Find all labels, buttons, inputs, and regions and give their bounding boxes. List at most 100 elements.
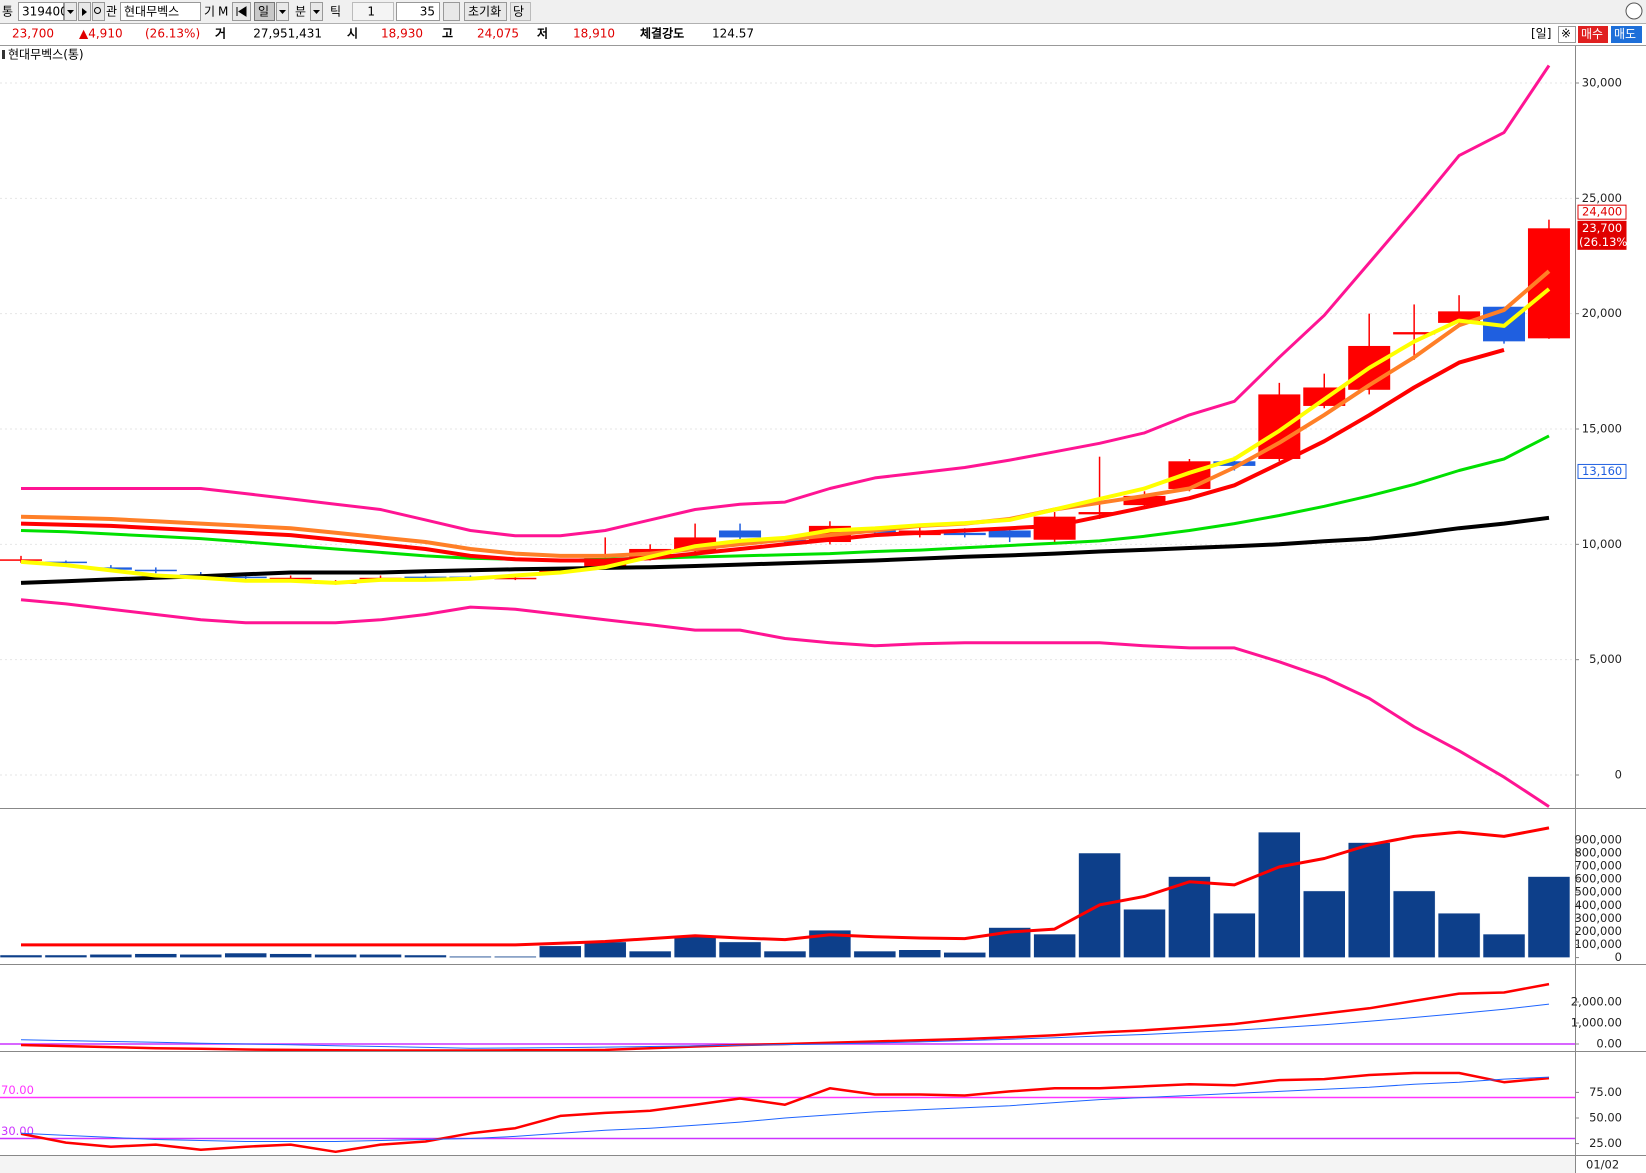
candle-body: [1213, 461, 1256, 466]
dropdown-arrow: [279, 10, 286, 14]
volume-bar: [943, 952, 986, 958]
collapse-button[interactable]: [1625, 2, 1643, 20]
y-tick-label: 75.00: [1589, 1085, 1622, 1099]
price-tag-label: 24,400: [1582, 205, 1622, 219]
indicator-line: [20, 347, 1505, 563]
sell-label[interactable]: 매도: [1614, 27, 1636, 41]
candle-body: [584, 558, 627, 568]
volume-bar: [404, 954, 447, 958]
y-tick-label: 2,000.00: [1571, 994, 1622, 1008]
y-tick-label: 0: [1615, 768, 1622, 782]
volume-bar: [718, 941, 762, 958]
volume-bar: [269, 953, 312, 958]
candle-body: [134, 569, 177, 572]
date-cursor: 01/02: [1586, 1158, 1619, 1172]
buy-label[interactable]: 매수: [1581, 27, 1603, 41]
y-tick-label: 15,000: [1582, 421, 1622, 435]
volume-bar: [1392, 890, 1436, 958]
indicator-line: [21, 826, 1550, 947]
quote-bar: [0, 24, 1646, 45]
candle-body: [1123, 495, 1166, 506]
y-tick-label: 0.00: [1596, 1036, 1622, 1050]
reset-label[interactable]: 초기화: [468, 5, 501, 19]
volume-bar: [0, 954, 43, 958]
current-button[interactable]: [510, 2, 531, 21]
volume-bar: [763, 950, 807, 958]
indicator-line: [21, 64, 1551, 538]
y-tick-label: 10,000: [1582, 537, 1622, 551]
y-tick-label: 5,000: [1589, 652, 1622, 666]
market[interactable]: 통: [2, 5, 13, 19]
volume: 27,951,431: [253, 27, 322, 41]
current-label[interactable]: 당: [513, 5, 524, 19]
reset-button[interactable]: [464, 2, 507, 21]
period-tick[interactable]: 틱: [330, 5, 341, 19]
code-box[interactable]: [18, 2, 64, 21]
unit-box[interactable]: [352, 2, 394, 21]
buy-button[interactable]: [1578, 26, 1608, 43]
search-icon: [94, 7, 101, 14]
volume-bar: [1347, 842, 1391, 958]
y-tick-label: 1,000.00: [1571, 1015, 1622, 1029]
period: [일]: [1531, 27, 1551, 41]
info-button[interactable]: 기: [204, 5, 215, 19]
price-tag-label: 23,700: [1582, 221, 1622, 235]
price-tag: [1577, 463, 1627, 479]
volume-bar: [1033, 933, 1076, 958]
dropdown-arrow: [67, 10, 74, 14]
apply-button[interactable]: [443, 2, 460, 21]
indicator-line: [20, 434, 1550, 562]
date-bar: [0, 1155, 1575, 1173]
y-tick-label: 600,000: [1574, 872, 1622, 886]
strength-label: 체결강도: [640, 26, 684, 41]
settings[interactable]: ※: [1561, 27, 1571, 41]
volume-bar: [1168, 876, 1211, 958]
low: 18,910: [573, 27, 615, 41]
charts: 0 5,000 10,000 15,000 20,000 25,000 30,000 현대무벡…: [0, 48, 1646, 1172]
period-day[interactable]: [254, 2, 275, 21]
stock-name: 현대무벡스: [124, 5, 179, 19]
indicator-line: [20, 1071, 1550, 1154]
count-box[interactable]: [396, 2, 440, 21]
volume-bar: [1303, 890, 1346, 958]
interest[interactable]: 관: [106, 5, 117, 19]
volume-bar: [89, 954, 133, 958]
strength: 124.57: [712, 27, 754, 41]
volume-bar: [449, 956, 492, 958]
indicator-line: [20, 515, 1550, 585]
mode-button[interactable]: M: [218, 5, 228, 19]
high: 24,075: [477, 27, 519, 41]
candle-body: [1438, 311, 1481, 323]
volume-bar: [1123, 908, 1166, 958]
code[interactable]: 319400: [22, 5, 68, 19]
unit[interactable]: 1: [367, 5, 375, 19]
volume-bar: [359, 954, 402, 958]
candle-body: [44, 561, 87, 564]
indicator-line: [20, 1076, 1550, 1142]
volume-bar: [179, 954, 223, 958]
volume-bar: [1258, 831, 1301, 958]
candle-body: [943, 532, 986, 536]
count[interactable]: 35: [420, 5, 435, 19]
volume-bar: [1482, 933, 1526, 958]
price-tag: [1577, 204, 1627, 220]
sell-button[interactable]: [1611, 26, 1642, 43]
y-tick-label: 100,000: [1574, 937, 1622, 951]
title-marker: [2, 50, 5, 59]
period-minute[interactable]: 분: [295, 5, 306, 19]
dropdown-arrow: [313, 10, 320, 14]
search-button[interactable]: [92, 2, 105, 21]
settings-button[interactable]: [1558, 26, 1576, 43]
low-label: 저: [537, 26, 548, 41]
period-day-label[interactable]: 일: [258, 5, 269, 19]
volume-bar: [853, 950, 897, 958]
volume-bar: [628, 950, 672, 958]
volume-bar: [494, 956, 537, 958]
volume-bar: [224, 952, 267, 958]
y-tick-label: 300,000: [1574, 911, 1622, 925]
volume-bar: [314, 954, 357, 958]
indicator-line: [20, 598, 1550, 808]
volume-bar: [583, 941, 627, 958]
candle-body: [988, 530, 1031, 538]
